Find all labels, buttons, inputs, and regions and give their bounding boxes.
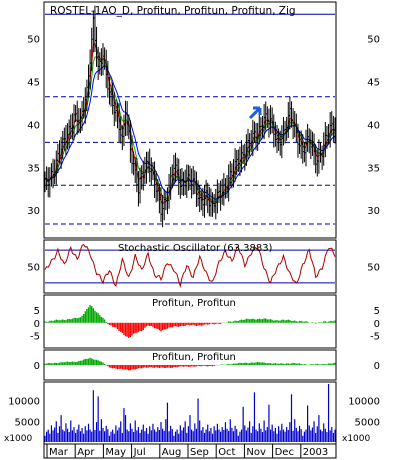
y-tick-label-right: 40 [367, 120, 380, 131]
x-tick-label: Apr [77, 447, 95, 458]
stochastic-title: Stochastic Oscillator (63.3883) [118, 243, 273, 254]
y-tick-label-left: 0 [34, 361, 40, 372]
y-tick-label-left: 50 [27, 263, 40, 274]
y-tick-label-left: 50 [27, 34, 40, 45]
y-tick-label-left: 35 [27, 163, 40, 174]
stochastic-panel-frame [43, 239, 337, 294]
y-tick-label-right: 35 [367, 163, 380, 174]
arrow-icon [248, 106, 262, 120]
oscillator-1-title: Profitun, Profitun [152, 298, 236, 309]
volume-unit-left: x1000 [4, 434, 33, 444]
y-tick-label-right: 5000 [355, 417, 380, 428]
y-tick-label-left: 5 [34, 306, 40, 317]
oscillator-1-panel: 5 0 -5 5 0 -5 Profitun, Profitun [30, 294, 380, 349]
y-tick-label-left: 40 [27, 120, 40, 131]
y-tick-label-left: 10000 [8, 397, 40, 408]
x-axis: Mar Apr May Jul Aug Sep Oct Nov Dec 2003 [43, 443, 337, 459]
x-tick-label: Oct [218, 447, 235, 458]
stochastic-line [44, 243, 336, 288]
y-tick-label-left: 5000 [15, 417, 40, 428]
y-tick-label-right: 45 [367, 77, 380, 88]
y-tick-label-left: 0 [34, 319, 40, 330]
oscillator-1-frame [43, 294, 337, 349]
x-tick-label: Mar [49, 447, 69, 458]
volume-panel: 10000 5000 10000 5000 x1000 x1000 [4, 381, 380, 445]
y-tick-label-right: 0 [374, 361, 380, 372]
volume-unit-right: x1000 [342, 434, 371, 444]
x-axis-frame [43, 443, 337, 459]
x-tick-label: Jul [133, 447, 146, 458]
y-tick-label-left: 45 [27, 77, 40, 88]
oscillator-2-frame [43, 349, 337, 381]
y-tick-label-left: 30 [27, 206, 40, 217]
x-tick-label: Aug [162, 447, 182, 458]
x-tick-label: Nov [246, 447, 266, 458]
chart-title: ROSTEL-1AO_D, Profitun, Profitun, Profit… [50, 5, 296, 17]
y-tick-label-right: 10000 [348, 397, 380, 408]
y-tick-label-right: 50 [367, 263, 380, 274]
y-tick-label-right: 50 [367, 34, 380, 45]
x-tick-label: May [105, 447, 126, 458]
x-tick-label: Sep [190, 447, 209, 458]
oscillator-2-panel: 0 0 Profitun, Profitun [34, 349, 380, 381]
oscillator-2-title: Profitun, Profitun [152, 352, 236, 363]
x-tick-label: Dec [275, 447, 294, 458]
y-tick-label-right: -5 [370, 332, 380, 343]
stochastic-panel: 50 50 Stochastic Oscillator (63.3883) [27, 239, 380, 294]
y-tick-label-left: -5 [30, 332, 40, 343]
y-tick-label-right: 5 [374, 306, 380, 317]
price-panel-frame [43, 1, 337, 239]
price-panel: 30 35 40 45 50 30 35 40 45 50 ROSTEL-1AO_D, Prof… [27, 1, 380, 239]
x-tick-label: 2003 [303, 447, 328, 458]
y-tick-label-right: 30 [367, 206, 380, 217]
y-tick-label-right: 0 [374, 319, 380, 330]
